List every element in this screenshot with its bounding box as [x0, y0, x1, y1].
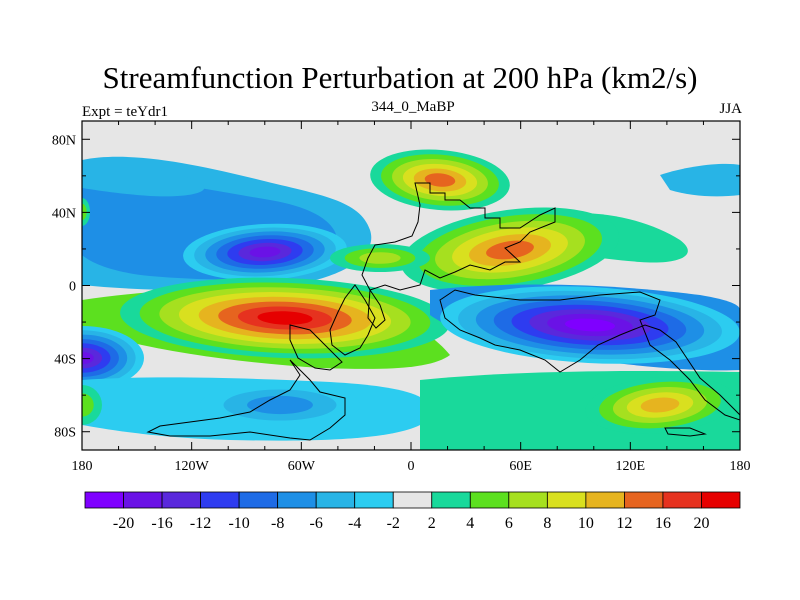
colorbar-box-6: [315, 491, 356, 509]
colorbar-box-8: [392, 491, 433, 509]
colorbar-label-7: -2: [387, 515, 400, 532]
contour-s-indian-low-7: [565, 318, 615, 332]
contour-se-pacific-low-6: [82, 351, 94, 365]
colorbar-box-1: [123, 491, 163, 509]
y-tick-label-0: 80N: [52, 133, 76, 148]
coastline-5: [664, 427, 707, 437]
x-tick-label-5: 120E: [616, 459, 646, 474]
contour-eurasian-high-5: [424, 173, 456, 187]
colorbar-label-5: -6: [310, 515, 323, 532]
colorbar-box-11: [508, 491, 548, 509]
colorbar-label-1: -16: [151, 515, 172, 532]
right-subtitle: JJA: [719, 101, 742, 117]
colorbar-label-9: 4: [466, 515, 474, 532]
x-tick-2: 60W: [288, 121, 316, 474]
y-tick-1: 40N: [52, 206, 740, 221]
colorbar-label-14: 16: [655, 515, 671, 532]
x-tick-label-6: 180: [730, 459, 751, 474]
y-tick-label-2: 0: [69, 280, 76, 295]
coastlines: [146, 182, 740, 441]
colorbar-box-12: [546, 491, 587, 509]
x-tick-4: 60E: [509, 121, 532, 474]
y-tick-3: 40S: [54, 353, 740, 368]
colorbar-box-9: [431, 491, 471, 509]
y-tick-label-1: 40N: [52, 206, 76, 221]
coastline-2: [439, 289, 740, 421]
x-axis: 180 120W 60W 0 60E 120E 180: [72, 121, 751, 474]
coastline-1: [329, 284, 376, 356]
colorbar-label-8: 2: [428, 515, 436, 532]
coastline-6: [367, 288, 386, 329]
y-axis: 80N 40N 0 40S 80S: [52, 133, 740, 441]
colorbar-box-13: [585, 491, 625, 509]
contour-n-pacific-low-6: [249, 246, 281, 258]
colorbar-label-6: -4: [348, 515, 361, 532]
colorbar-box-16: [701, 491, 741, 509]
contour-australian-high-4: [640, 397, 680, 413]
colorbar-box-4: [238, 491, 279, 509]
colorbar-label-3: -10: [228, 515, 249, 532]
colorbar-box-10: [469, 491, 510, 509]
contour-west-edge-green-1: [82, 393, 94, 417]
x-tick-6: 180: [730, 121, 751, 474]
x-tick-label-1: 120W: [175, 459, 210, 474]
coastline-4: [146, 359, 346, 441]
y-tick-0: 80N: [52, 133, 740, 148]
contour-s-ocean-low-2: [247, 395, 313, 415]
nh-upper-stripe: [82, 163, 205, 197]
colorbar-box-0: [84, 491, 124, 509]
y-tick-4: 80S: [54, 426, 740, 441]
center-subtitle: 344_0_MaBP: [371, 99, 455, 115]
colorbar: -20 -16 -12 -10 -8 -6 -4 -2 2 4 6 8 10 12 16 20: [84, 491, 741, 532]
contour-asian-high-5: [486, 240, 534, 260]
colorbar-label-11: 8: [543, 515, 551, 532]
colorbar-label-2: -12: [190, 515, 211, 532]
x-tick-5: 120E: [616, 121, 646, 474]
coastline-3: [289, 324, 343, 371]
y-tick-label-3: 40S: [54, 353, 76, 368]
colorbar-box-15: [662, 491, 702, 509]
colorbar-label-13: 12: [616, 515, 632, 532]
colorbar-box-3: [200, 491, 240, 509]
contour-n-atlantic-high-2: [359, 252, 401, 264]
colorbar-label-12: 10: [578, 515, 594, 532]
contour-field: [82, 121, 740, 450]
colorbar-label-4: -8: [271, 515, 284, 532]
left-subtitle: Expt = teYdr1: [82, 104, 168, 120]
colorbar-box-5: [277, 491, 317, 509]
y-tick-2: 0: [69, 280, 740, 295]
x-tick-label-2: 60W: [288, 459, 316, 474]
x-tick-label-3: 0: [408, 459, 415, 474]
colorbar-box-2: [161, 491, 201, 509]
chart-title: Streamfunction Perturbation at 200 hPa (…: [102, 60, 698, 95]
colorbar-box-14: [624, 491, 664, 509]
colorbar-label-15: 20: [693, 515, 709, 532]
coastline-0: [361, 182, 556, 291]
ne-stripe: [660, 163, 740, 197]
x-tick-label-0: 180: [72, 459, 93, 474]
x-tick-0: 180: [72, 121, 93, 474]
x-tick-label-4: 60E: [509, 459, 532, 474]
x-tick-3: 0: [408, 121, 415, 474]
contour-s-pacific-high-7: [257, 311, 313, 325]
y-tick-label-4: 80S: [54, 426, 76, 441]
colorbar-label-0: -20: [113, 515, 134, 532]
x-tick-1: 120W: [175, 121, 210, 474]
colorbar-box-7: [354, 491, 394, 509]
colorbar-label-10: 6: [505, 515, 513, 532]
